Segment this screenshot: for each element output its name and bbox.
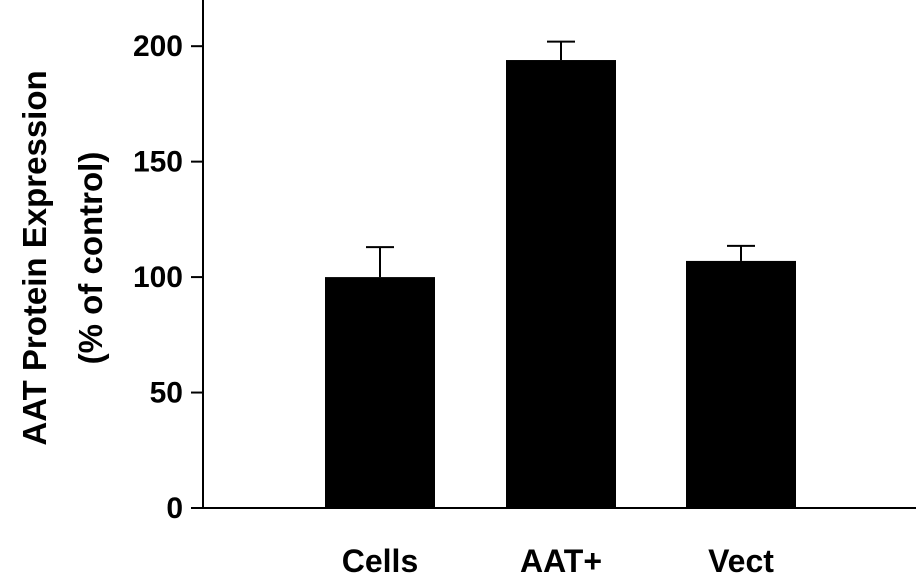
plot-area: 0 50 100 150 200 Cells AAT+ Vect <box>133 0 916 579</box>
y-axis-title: AAT Protein Expression <box>16 70 53 445</box>
x-category-label: Cells <box>342 543 418 579</box>
bar-aat- <box>506 60 616 508</box>
y-axis-title-line1: AAT Protein Expression <box>16 70 53 445</box>
y-tick-label: 150 <box>133 146 183 179</box>
y-tick-label: 200 <box>133 30 183 63</box>
y-tick-label: 100 <box>133 261 183 294</box>
x-category-label: AAT+ <box>520 543 602 579</box>
y-tick-label: 50 <box>150 377 183 410</box>
y-axis-title-line2: (% of control) <box>72 152 109 365</box>
bar-cells <box>325 277 435 508</box>
bar-vect <box>686 260 796 508</box>
y-tick-label: 0 <box>166 492 183 525</box>
x-category-label: Vect <box>708 543 774 579</box>
